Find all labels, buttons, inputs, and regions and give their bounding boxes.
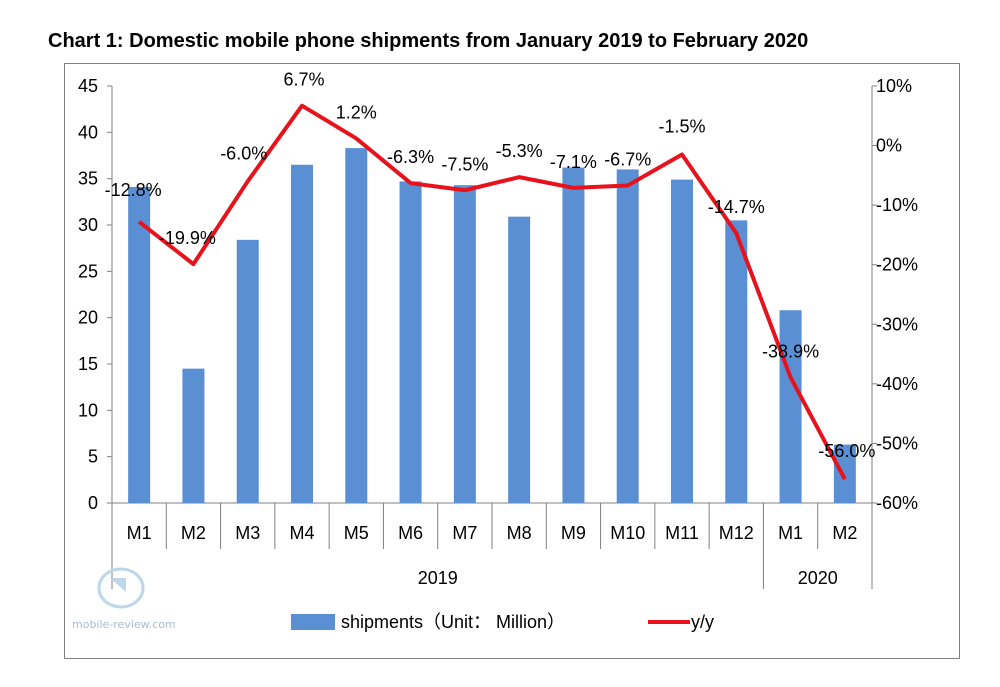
shipment-bar [236,239,259,503]
shipment-bar [508,216,531,503]
left-axis-tick-label: 5 [88,447,98,467]
yoy-data-label: -12.8% [105,180,162,200]
legend-shipments-swatch [291,614,335,630]
shipment-bar [616,169,639,503]
chart-frame [64,63,960,659]
yoy-data-label: -19.9% [159,228,216,248]
x-axis-category-label: M6 [398,523,423,543]
shipment-bar [453,185,476,504]
x-axis-category-label: M4 [289,523,314,543]
right-axis-tick-label: -10% [876,195,918,215]
left-axis-tick-label: 15 [78,354,98,374]
x-axis-category-label: M5 [344,523,369,543]
left-axis-tick-label: 40 [78,122,98,142]
shipment-bar [562,167,585,503]
yoy-data-label: -14.7% [708,197,765,217]
legend-shipments-label: shipments（Unit： Million） [341,612,565,632]
left-axis-tick-label: 25 [78,261,98,281]
right-axis-tick-label: -60% [876,493,918,513]
x-axis-category-label: M1 [127,523,152,543]
x-axis-category-label: M8 [507,523,532,543]
yoy-data-label: -6.0% [220,143,267,163]
left-axis-tick-label: 20 [78,308,98,328]
x-axis-category-label: M1 [778,523,803,543]
yoy-line [137,103,847,481]
right-axis-tick-label: -50% [876,433,918,453]
yoy-data-label: -6.7% [604,149,651,169]
yoy-data-label: -7.5% [441,154,488,174]
shipment-bar [671,179,693,504]
left-axis-tick-label: 10 [78,400,98,420]
left-axis-tick-label: 0 [88,493,98,513]
legend-yoy-label: y/y [691,612,714,632]
shipment-bar [833,444,856,503]
shipment-bar [182,368,205,503]
x-axis-category-label: M2 [832,523,857,543]
watermark-logo-icon [97,567,145,609]
yoy-data-label: -1.5% [658,117,705,137]
left-axis-tick-label: 30 [78,215,98,235]
x-axis-group-label: 2019 [418,568,458,588]
yoy-data-label: 1.2% [336,102,377,122]
yoy-data-label: -5.3% [496,141,543,161]
shipment-bar [779,310,802,503]
left-axis-tick-label: 45 [78,76,98,96]
x-axis-category-label: M11 [665,523,699,543]
shipment-bar [725,220,748,503]
x-axis-category-label: M12 [719,523,754,543]
shipment-bar [128,187,151,504]
right-axis-tick-label: -40% [876,374,918,394]
right-axis-tick-label: 10% [876,76,912,96]
x-axis-category-label: M3 [235,523,260,543]
x-axis-category-label: M7 [452,523,477,543]
yoy-data-label: -56.0% [818,441,875,461]
x-axis-category-label: M10 [610,523,645,543]
x-axis-group-label: 2020 [798,568,838,588]
right-axis-tick-label: -30% [876,314,918,334]
left-axis-tick-label: 35 [78,169,98,189]
yoy-data-label: -38.9% [762,341,819,361]
shipment-bar [399,181,422,504]
shipment-bar [291,164,313,503]
chart-title: Chart 1: Domestic mobile phone shipments… [48,30,809,52]
right-axis-tick-label: -20% [876,255,918,275]
x-axis-category-label: M9 [561,523,586,543]
right-axis-tick-label: 0% [876,136,902,156]
yoy-data-label: -7.1% [550,152,597,172]
yoy-data-label: -6.3% [387,147,434,167]
x-axis-category-label: M2 [181,523,206,543]
yoy-data-label: 6.7% [283,70,324,90]
shipment-bar [345,148,368,503]
watermark-text: mobile-review.com [72,618,176,631]
